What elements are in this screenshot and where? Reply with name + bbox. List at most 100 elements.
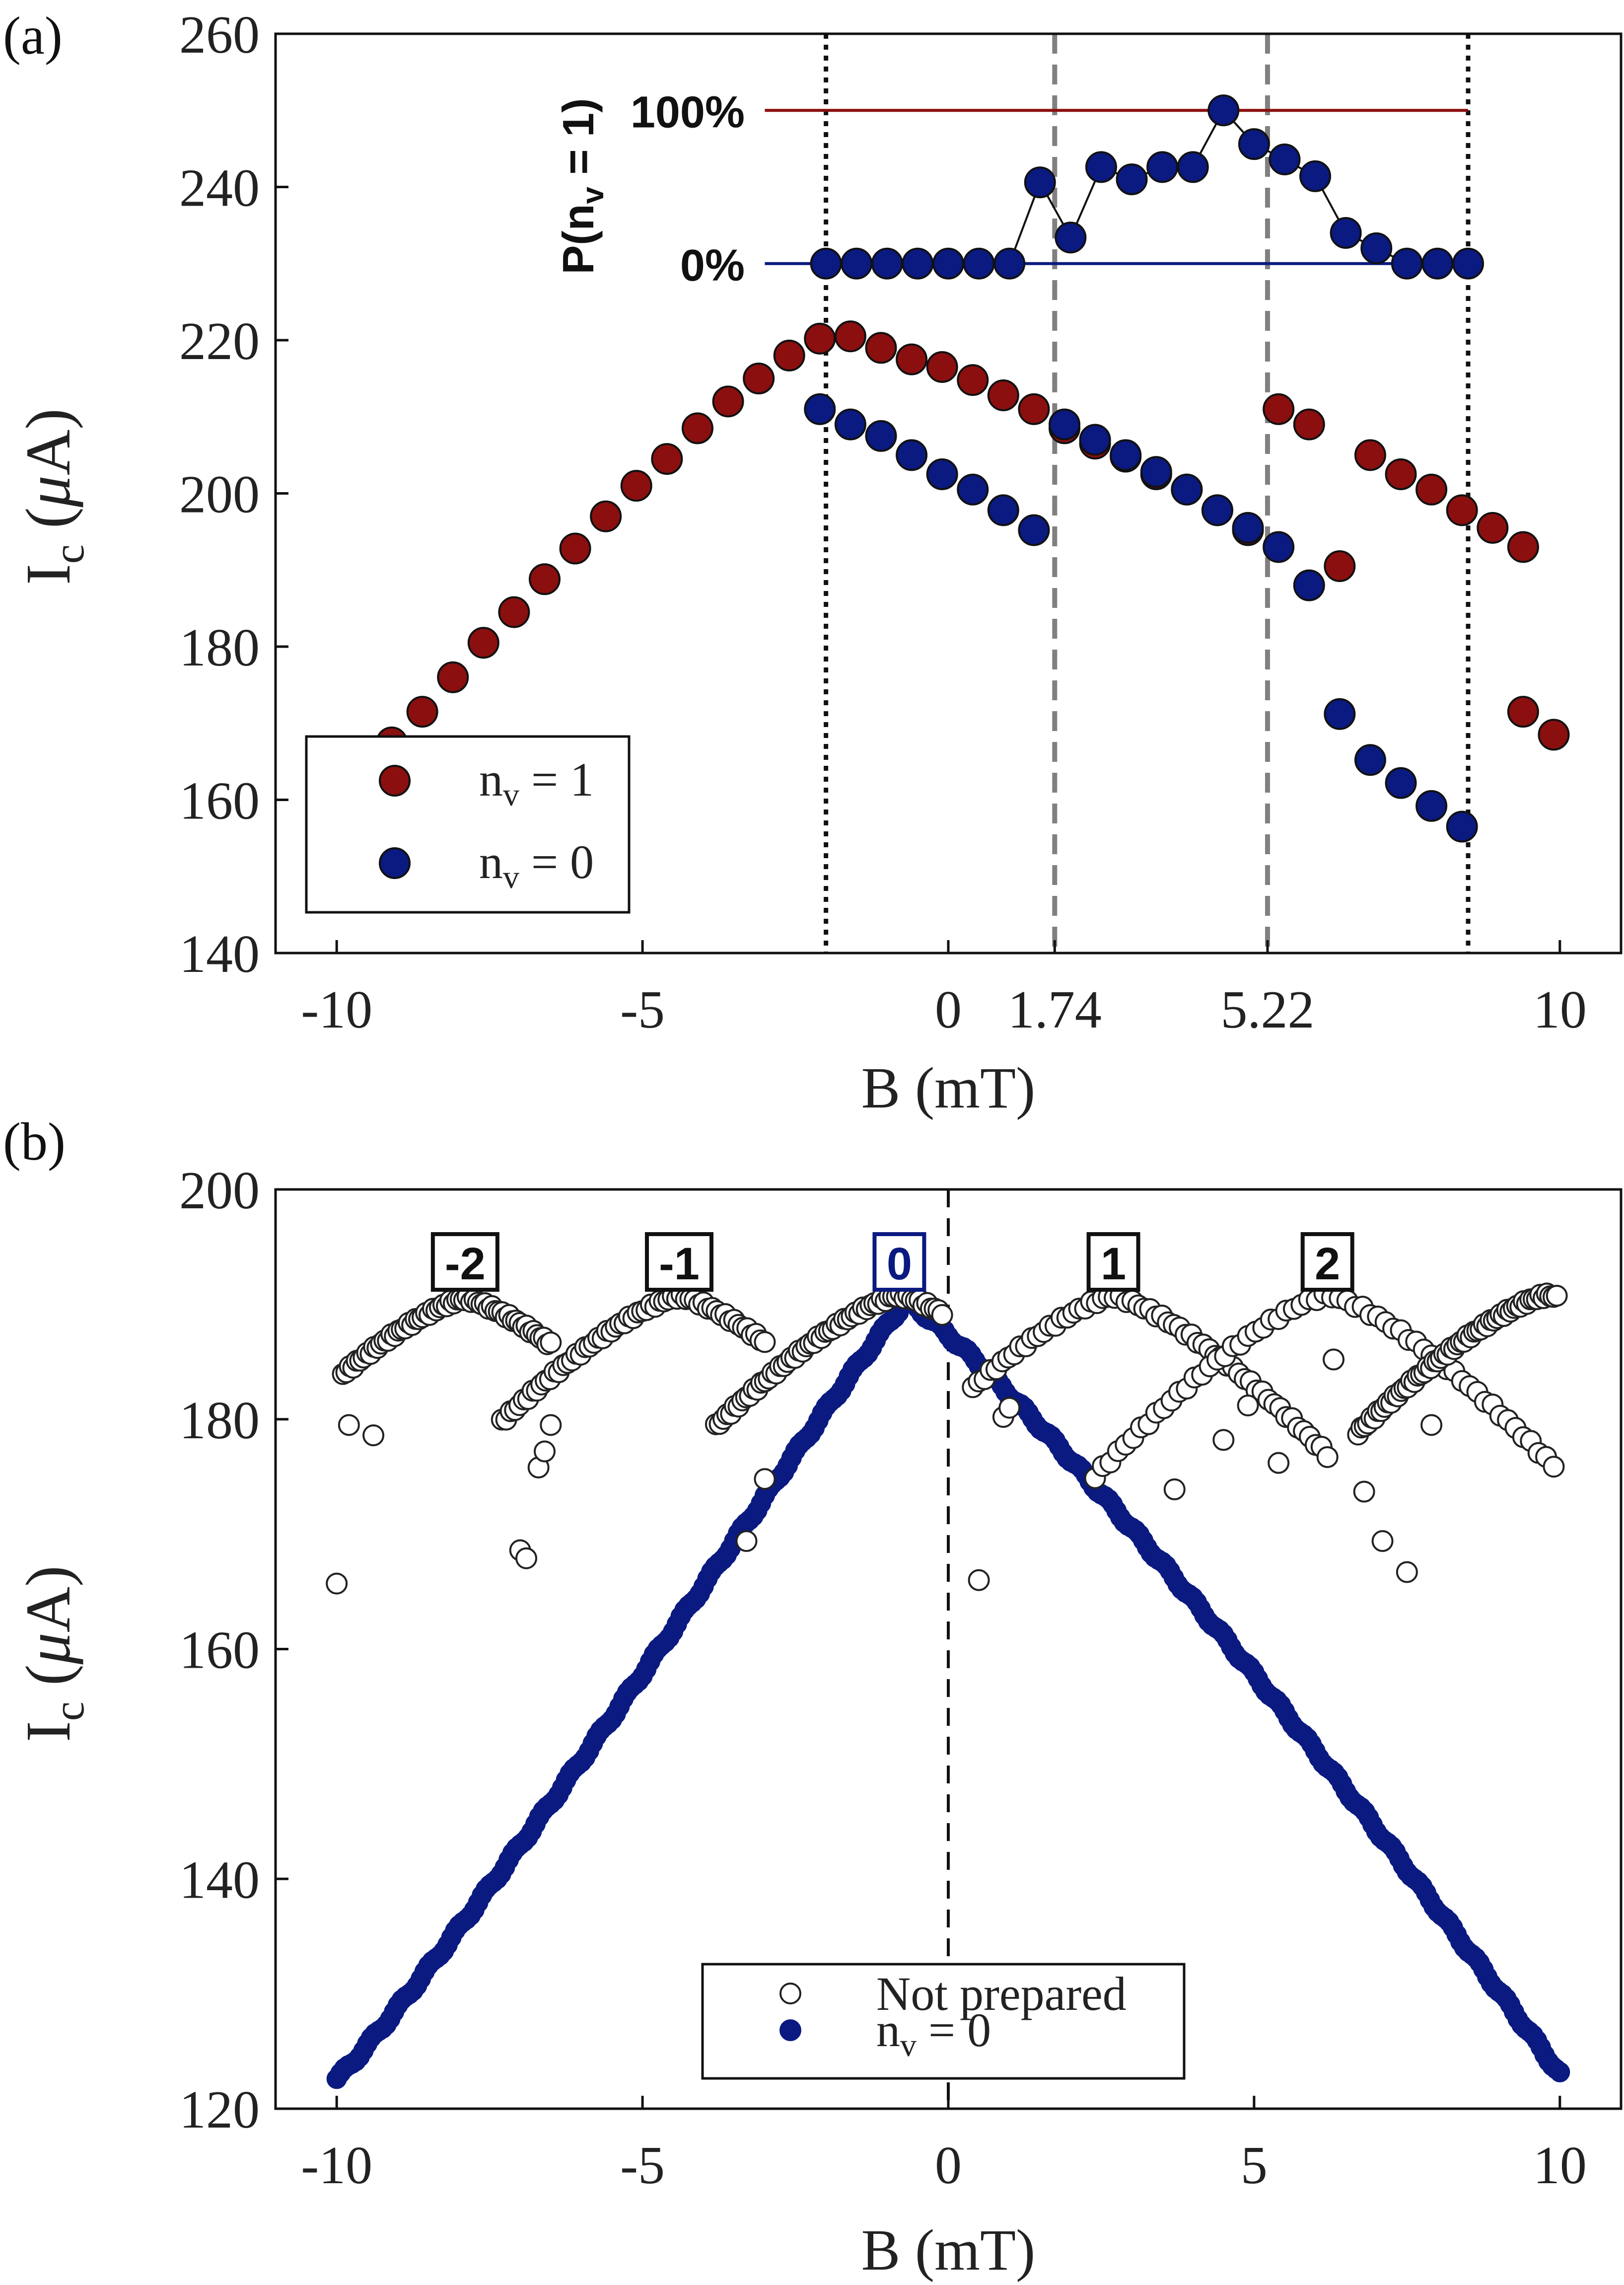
inset-point-9	[1085, 151, 1117, 183]
inset-point-3	[902, 247, 934, 280]
inset-point-1	[841, 247, 873, 280]
a-series1-point-14	[1232, 512, 1264, 544]
a-series1-point-19	[1385, 767, 1417, 799]
a-y-tick-label-1: 160	[179, 772, 260, 831]
b-y-tick-label-4: 200	[179, 1161, 260, 1220]
panel-a-probability-inset: 100% 0% P(nv = 1)	[554, 87, 1484, 291]
a-series0-point-9	[651, 443, 683, 475]
a-series1-point-6	[987, 494, 1019, 526]
inset-point-8	[1055, 221, 1087, 254]
b-open-point-243	[1316, 1446, 1339, 1468]
inset-point-17	[1330, 217, 1362, 249]
a-series1-point-11	[1140, 456, 1172, 488]
inset-point-16	[1299, 160, 1332, 192]
a-series0-point-32	[1354, 439, 1386, 471]
a-series1-point-1	[834, 408, 866, 441]
a-y-tick-label-6: 260	[179, 5, 260, 65]
a-series0-point-37	[1507, 531, 1539, 563]
a-series1-point-9	[1079, 424, 1111, 456]
panel-a-legend: nv = 1 nv = 0	[305, 735, 631, 914]
a-series0-point-39	[1538, 719, 1570, 751]
panel-b-x-axis-label: B (mT)	[861, 2217, 1036, 2283]
branch-label-3: 1	[1101, 1239, 1126, 1289]
a-series1-point-4	[926, 458, 958, 490]
b-open-outlier-9	[754, 1468, 776, 1490]
panel-b-y-axis-label: Ic (μA)	[13, 1565, 93, 1742]
branch-label-box-3	[1086, 1232, 1140, 1292]
b-filled-point-320	[1550, 2062, 1570, 2082]
inset-point-2	[871, 247, 903, 280]
b-y-tick-label-2: 160	[179, 1621, 260, 1680]
a-series0-point-14	[804, 322, 836, 355]
inset-point-0	[810, 247, 842, 280]
legend-label-nv0: nv = 0	[479, 835, 594, 895]
inset-point-6	[993, 247, 1026, 280]
a-series0-point-31	[1324, 550, 1356, 583]
inset-label-100: 100%	[631, 87, 745, 137]
inset-point-14	[1238, 128, 1270, 160]
a-series1-point-3	[896, 439, 928, 471]
panel-a-y-ticks: 140 160 180 200 220 240 260	[179, 5, 288, 984]
b-y-tick-label-3: 180	[179, 1391, 260, 1450]
a-series0-point-15	[834, 320, 866, 353]
a-y-tick-label-2: 180	[179, 618, 260, 677]
panel-b-data-points	[326, 1282, 1570, 2089]
panel-a-y-axis-label: Ic (μA)	[13, 408, 93, 585]
b-open-point-304	[1543, 1456, 1565, 1478]
a-series0-point-4	[498, 596, 530, 628]
branch-label-box-1	[645, 1232, 713, 1292]
panel-b-y-ticks: 120 140 160 180 200	[179, 1161, 288, 2139]
legend-marker-not-prepared	[779, 1983, 801, 2004]
a-series0-point-7	[590, 500, 622, 532]
a-series0-point-34	[1415, 473, 1448, 506]
a-y-tick-label-5: 240	[179, 159, 260, 218]
b-open-outlier-18	[1353, 1480, 1375, 1503]
a-series1-point-10	[1110, 439, 1142, 471]
b-open-outlier-4	[515, 1547, 538, 1569]
inset-point-10	[1116, 163, 1148, 196]
b-open-outlier-21	[1420, 1414, 1443, 1436]
a-series1-point-12	[1171, 473, 1203, 506]
legend-label-nv0-filled: nv = 0	[876, 2003, 991, 2064]
a-series0-point-3	[467, 627, 499, 659]
a-y-tick-label-3: 200	[179, 465, 260, 524]
branch-label-box-0	[430, 1232, 499, 1292]
a-series0-point-18	[926, 351, 958, 383]
a-x-tick-label-3: 1.74	[1008, 980, 1102, 1039]
inset-point-12	[1177, 151, 1209, 183]
panel-a-x-ticks: -10 -5 0 1.74 5.22 10	[301, 940, 1587, 1039]
legend-label-not-prepared: Not prepared	[876, 1967, 1127, 2020]
inset-point-20	[1421, 247, 1454, 280]
b-open-point-365	[1546, 1285, 1568, 1307]
branch-label-box-4	[1300, 1232, 1354, 1292]
a-series0-point-5	[529, 563, 561, 595]
a-series0-point-33	[1385, 458, 1417, 490]
b-open-outlier-15	[1237, 1394, 1259, 1416]
a-series0-point-8	[620, 470, 652, 502]
b-open-outlier-20	[1396, 1561, 1418, 1583]
branch-label-box-2	[872, 1232, 926, 1292]
b-y-tick-label-1: 140	[179, 1850, 260, 1910]
inset-point-5	[963, 247, 995, 280]
a-series0-point-20	[987, 379, 1019, 412]
b-open-outlier-10	[968, 1569, 990, 1591]
a-x-tick-label-2: 0	[935, 980, 962, 1039]
inset-point-15	[1269, 143, 1301, 175]
b-open-outlier-12	[998, 1397, 1021, 1419]
a-series1-point-2	[865, 420, 897, 452]
legend-marker-nv0-filled	[779, 2019, 801, 2041]
inset-label-0: 0%	[680, 241, 745, 291]
inset-point-13	[1207, 94, 1240, 127]
b-open-outlier-19	[1371, 1530, 1394, 1552]
a-series0-point-2	[437, 661, 469, 693]
a-series0-point-21	[1018, 393, 1050, 425]
a-x-tick-label-0: -10	[301, 980, 372, 1039]
a-series0-point-10	[681, 412, 713, 444]
a-series0-point-38	[1507, 696, 1539, 728]
a-series1-point-15	[1263, 531, 1295, 563]
a-y-tick-label-0: 140	[179, 925, 260, 984]
b-open-outlier-13	[1163, 1478, 1186, 1500]
a-series1-point-7	[1018, 514, 1050, 546]
a-x-tick-label-4: 5.22	[1221, 980, 1315, 1039]
inset-point-4	[932, 247, 964, 280]
